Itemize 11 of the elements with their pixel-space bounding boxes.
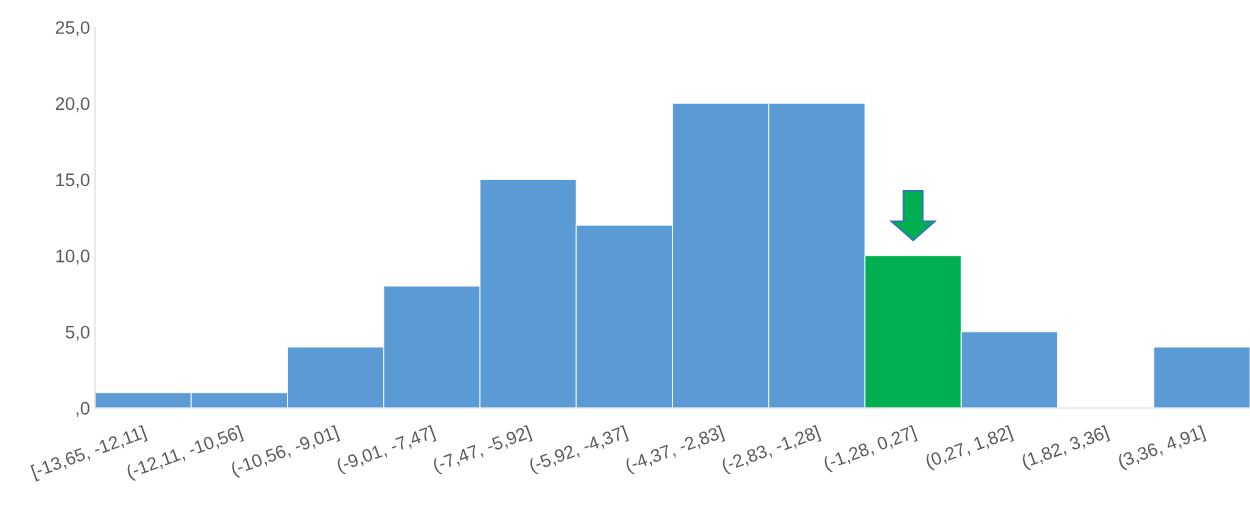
- y-tick-label: 15,0: [56, 173, 90, 189]
- y-tick-label: 25,0: [55, 21, 90, 37]
- y-tick-label: ,0: [76, 401, 90, 417]
- x-tick-label: (3,36, 4,91]: [1117, 425, 1207, 472]
- y-tick-label: 5,0: [65, 325, 90, 341]
- x-tick-label: (1,82, 3,36]: [1020, 425, 1111, 472]
- x-tick-label: (-1,28, 0,27]: [822, 425, 918, 474]
- y-tick-label: 10,0: [56, 249, 90, 265]
- bar: [1153, 346, 1250, 408]
- y-tick-label: 20,0: [55, 97, 90, 113]
- x-tick-label: (0,27, 1,82]: [924, 425, 1014, 472]
